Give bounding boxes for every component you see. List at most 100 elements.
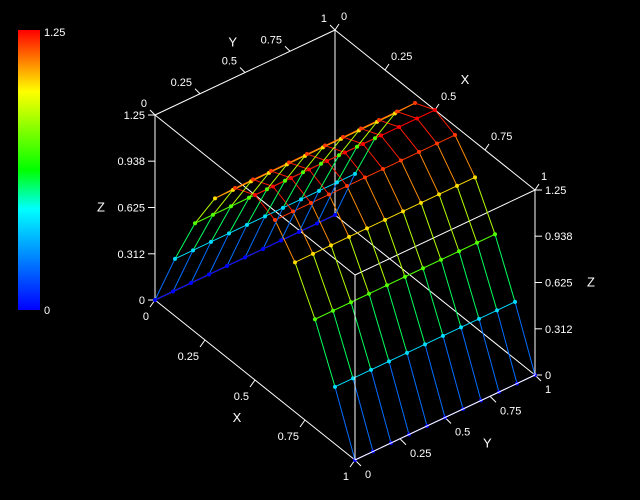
x2-tick-label: 0.25 — [391, 51, 412, 63]
mesh-node — [207, 273, 211, 277]
mesh-node — [341, 135, 345, 139]
mesh-node — [289, 176, 293, 180]
mesh-node — [387, 359, 391, 363]
mesh-node — [399, 159, 403, 163]
x-tick-label: 0.25 — [178, 351, 199, 363]
mesh-node — [293, 260, 297, 264]
mesh-node — [261, 247, 265, 251]
mesh-node — [307, 168, 311, 172]
z2-tick-label: 1.25 — [545, 185, 566, 197]
z-tick-label: 1.25 — [124, 110, 145, 122]
y2-tick-label: 1 — [321, 13, 327, 25]
mesh-node — [173, 257, 177, 261]
mesh-node — [273, 218, 277, 222]
mesh-node — [395, 110, 399, 114]
colorbar — [18, 30, 40, 310]
colorbar-min-label: 0 — [44, 305, 50, 317]
mesh-node — [315, 222, 319, 226]
mesh-node — [279, 239, 283, 243]
x2-tick-label: 0.5 — [441, 91, 456, 103]
z-tick-label: 0.938 — [117, 156, 145, 168]
mesh-node — [313, 317, 317, 321]
y-tick-label: 0.75 — [500, 405, 521, 417]
z-tick-label: 0.625 — [117, 203, 145, 215]
mesh-node — [253, 193, 257, 197]
mesh-node — [343, 151, 347, 155]
mesh-node — [153, 298, 157, 302]
y2-tick-label: 0 — [141, 98, 147, 110]
z-axis-label: Z — [97, 200, 105, 215]
y-tick-label: 0.5 — [455, 427, 470, 439]
z2-tick-label: 0.625 — [545, 278, 573, 290]
mesh-node — [171, 290, 175, 294]
z-tick-label: 0 — [139, 295, 145, 307]
mesh-node — [475, 241, 479, 245]
y-tick-label: 1 — [545, 384, 551, 396]
y2-axis-label: Y — [228, 35, 237, 50]
mesh-node — [385, 283, 389, 287]
mesh-node — [439, 258, 443, 262]
mesh-node — [245, 223, 249, 227]
mesh-node — [233, 186, 237, 190]
mesh-node — [403, 275, 407, 279]
mesh-node — [419, 201, 423, 205]
mesh-node — [299, 197, 303, 201]
colorbar-max-label: 1.25 — [44, 27, 65, 39]
mesh-node — [317, 189, 321, 193]
mesh-node — [319, 162, 323, 166]
mesh-node — [281, 206, 285, 210]
y-tick-label: 0.25 — [410, 448, 431, 460]
mesh-node — [377, 118, 381, 122]
z2-axis-label: Z — [587, 275, 595, 290]
mesh-node — [459, 325, 463, 329]
mesh-node — [269, 169, 273, 173]
mesh-node — [383, 218, 387, 222]
mesh-node — [373, 136, 377, 140]
mesh-node — [333, 213, 337, 217]
mesh-node — [359, 127, 363, 131]
mesh-node — [225, 264, 229, 268]
mesh-node — [337, 153, 341, 157]
mesh-node — [301, 170, 305, 174]
x2-tick-label: 0.75 — [491, 131, 512, 143]
x2-tick-label: 1 — [541, 171, 547, 183]
mesh-node — [229, 204, 233, 208]
z2-tick-label: 0.938 — [545, 231, 573, 243]
mesh-node — [243, 256, 247, 260]
mesh-node — [211, 213, 215, 217]
mesh-node — [247, 196, 251, 200]
mesh-node — [493, 232, 497, 236]
mesh-node — [283, 179, 287, 183]
mesh-node — [323, 144, 327, 148]
mesh-node — [453, 133, 457, 137]
mesh-node — [309, 201, 313, 205]
z2-tick-label: 0 — [545, 370, 551, 382]
y-axis-label: Y — [483, 436, 492, 451]
mesh-node — [287, 161, 291, 165]
mesh-node — [353, 172, 357, 176]
mesh-node — [363, 176, 367, 180]
x2-axis-label: X — [461, 72, 470, 87]
mesh-node — [297, 230, 301, 234]
mesh-node — [369, 368, 373, 372]
z2-tick-label: 0.312 — [545, 324, 573, 336]
mesh-node — [349, 300, 353, 304]
mesh-node — [191, 248, 195, 252]
mesh-node — [329, 243, 333, 247]
mesh-node — [457, 249, 461, 253]
mesh-node — [421, 266, 425, 270]
mesh-node — [263, 214, 267, 218]
x-tick-label: 0 — [143, 311, 149, 323]
mesh-node — [311, 252, 315, 256]
x-tick-label: 0.75 — [278, 431, 299, 443]
mesh-node — [365, 226, 369, 230]
mesh-node — [209, 240, 213, 244]
surface-plot-3d: 1.25000.250.50.751X00.250.50.751Y00.3120… — [0, 0, 640, 500]
mesh-node — [413, 101, 417, 105]
mesh-node — [251, 178, 255, 182]
mesh-node — [415, 117, 419, 121]
mesh-node — [417, 150, 421, 154]
mesh-node — [397, 125, 401, 129]
mesh-node — [455, 184, 459, 188]
mesh-node — [361, 142, 365, 146]
